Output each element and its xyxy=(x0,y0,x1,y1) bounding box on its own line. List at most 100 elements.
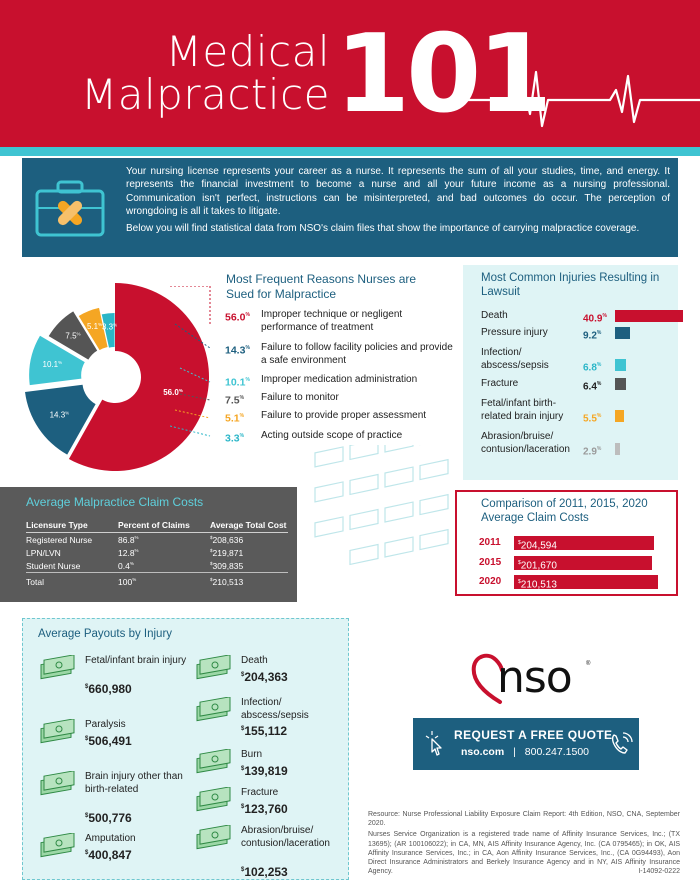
pie-center-hole xyxy=(90,352,140,402)
payout-amount: $102,253 xyxy=(241,864,288,879)
legal-body: Nurses Service Organization is a registe… xyxy=(368,831,680,876)
page-title: Medical Malpractice xyxy=(50,30,330,116)
pie-slice xyxy=(78,307,108,351)
injury-bar xyxy=(615,359,627,371)
payout-label: Abrasion/bruise/ contusion/laceration xyxy=(241,825,330,849)
table-row: LPN/LVN 12.8% $219,871 xyxy=(26,546,288,559)
injury-value: 5.5% xyxy=(583,413,602,425)
payout-amount: $139,819 xyxy=(241,763,288,778)
reason-percent: 3.3% xyxy=(225,432,245,445)
injury-item: Fetal/infant birth-related brain injury 5… xyxy=(481,398,676,425)
injury-item: Abrasion/bruise/ contusion/laceration 2.9… xyxy=(481,431,676,458)
payouts-panel: Average Payouts by Injury Fetal/infant b… xyxy=(22,618,349,880)
cell-percent: 100% xyxy=(118,572,210,588)
injury-item: Pressure injury 9.2% xyxy=(481,327,676,342)
injury-item: Infection/ abscess/sepsis 6.8% xyxy=(481,347,676,374)
injury-bar xyxy=(615,310,683,322)
cta-separator: | xyxy=(513,746,516,758)
nso-logo: nso xyxy=(497,652,573,703)
cell-percent: 12.8% xyxy=(118,548,139,558)
pointer-click-icon xyxy=(425,731,442,756)
reason-label: Improper medication administration xyxy=(261,374,418,385)
intro-paragraph-2: Below you will find statistical data fro… xyxy=(126,223,640,235)
pie-chart-svg: 56.0% 14.3% 10.1% 7.5% 5.1% 3.3% xyxy=(25,283,210,471)
injuries-title: Most Common Injuries Resulting in Lawsui… xyxy=(481,272,660,298)
comparison-bar: $201,670 xyxy=(514,556,652,571)
reason-label: Failure to provide proper assessment xyxy=(261,410,427,421)
pie-slice xyxy=(68,283,210,471)
reason-percent: 14.3% xyxy=(225,344,250,357)
comparison-bar: $210,513 xyxy=(514,575,658,590)
comparison-title: Comparison of 2011, 2015, 2020 Average C… xyxy=(481,498,648,524)
comparison-year: 2015 xyxy=(479,557,502,568)
pie-slice xyxy=(29,335,85,386)
reason-percent: 10.1% xyxy=(225,376,250,389)
pie-slice-label: 7.5% xyxy=(65,332,80,341)
title-number: 101 xyxy=(335,12,552,137)
leader-lines xyxy=(170,286,211,437)
table-row: Student Nurse 0.4% $309,835 xyxy=(26,559,288,573)
injury-value: 40.9% xyxy=(583,313,607,325)
reasons-pie-chart: 56.0% 14.3% 10.1% 7.5% 5.1% 3.3% xyxy=(0,270,230,480)
injury-label: Fracture xyxy=(481,378,519,389)
reason-label: Failure to monitor xyxy=(261,392,339,403)
payout-amount: $660,980 xyxy=(85,682,132,696)
resource-citation: Resource: Nurse Professional Liability E… xyxy=(368,811,680,828)
injury-label: Fetal/infant birth-related brain injury xyxy=(481,398,564,422)
injury-value: 6.8% xyxy=(583,362,602,374)
injury-bar xyxy=(615,378,626,390)
cta-website[interactable]: nso.com xyxy=(461,746,505,758)
money-icon xyxy=(196,825,231,850)
reasons-title: Most Frequent Reasons Nurses are Sued fo… xyxy=(226,272,417,301)
money-icon xyxy=(40,771,75,796)
injury-item: Fracture 6.4% xyxy=(481,378,676,393)
cta-phone-number[interactable]: 800.247.1500 xyxy=(524,746,589,758)
cell-licensure: LPN/LVN xyxy=(26,548,61,558)
reason-label: Failure to follow facility policies and … xyxy=(261,342,453,366)
payout-label: Fracture xyxy=(241,787,279,798)
heartbeat-line-icon xyxy=(460,70,700,128)
header-banner: Medical Malpractice 101 xyxy=(0,0,700,147)
money-icon xyxy=(196,749,231,774)
injury-value: 9.2% xyxy=(583,330,602,342)
injury-label: Pressure injury xyxy=(481,327,548,338)
comparison-row: 2020 $210,513 xyxy=(479,575,658,590)
payout-amount: $204,363 xyxy=(241,669,288,684)
cta-title: REQUEST A FREE QUOTE xyxy=(454,728,613,742)
cta-contact: nso.com | 800.247.1500 xyxy=(461,746,589,758)
injury-value: 6.4% xyxy=(583,381,602,393)
injury-value: 2.9% xyxy=(583,446,602,458)
footer-notes: Resource: Nurse Professional Liability E… xyxy=(368,810,680,876)
comparison-row: 2011 $204,594 xyxy=(479,536,654,551)
briefcase-icon xyxy=(35,180,105,237)
payout-label: Amputation xyxy=(85,833,136,844)
intro-paragraph-1: Your nursing license represents your car… xyxy=(126,166,670,217)
cell-licensure: Student Nurse xyxy=(26,561,81,571)
reason-label: Improper technique or negligent performa… xyxy=(261,309,403,333)
payout-amount: $500,776 xyxy=(85,810,132,825)
payout-amount: $123,760 xyxy=(241,801,288,816)
payout-label: Paralysis xyxy=(85,719,126,730)
request-quote-button[interactable]: REQUEST A FREE QUOTE nso.com | 800.247.1… xyxy=(413,718,639,770)
payout-label: Burn xyxy=(241,749,263,760)
pie-slice xyxy=(25,384,96,455)
column-header-cost: Average Total Cost xyxy=(210,519,288,533)
cell-cost: $208,636 xyxy=(210,535,244,545)
reason-label: Acting outside scope of practice xyxy=(261,430,403,441)
intro-panel: Your nursing license represents your car… xyxy=(22,158,678,257)
injuries-panel: Most Common Injuries Resulting in Lawsui… xyxy=(463,265,683,480)
intro-text: Your nursing license represents your car… xyxy=(126,165,670,235)
injury-bar xyxy=(615,327,631,339)
money-icon xyxy=(196,697,231,722)
payout-amount: $506,491 xyxy=(85,733,132,748)
payout-label: Infection/ abscess/sepsis xyxy=(241,697,309,721)
injury-bar xyxy=(615,410,625,422)
comparison-year: 2020 xyxy=(479,576,502,587)
claim-costs-title: Average Malpractice Claim Costs xyxy=(26,495,204,509)
payouts-title: Average Payouts by Injury xyxy=(38,628,173,640)
payout-amount: $155,112 xyxy=(241,724,288,738)
comparison-panel: Comparison of 2011, 2015, 2020 Average C… xyxy=(455,490,678,596)
table-header-row: Licensure Type Percent of Claims Average… xyxy=(26,519,288,533)
cell-cost: $210,513 xyxy=(210,572,288,588)
title-line-medical: Medical xyxy=(165,27,330,76)
